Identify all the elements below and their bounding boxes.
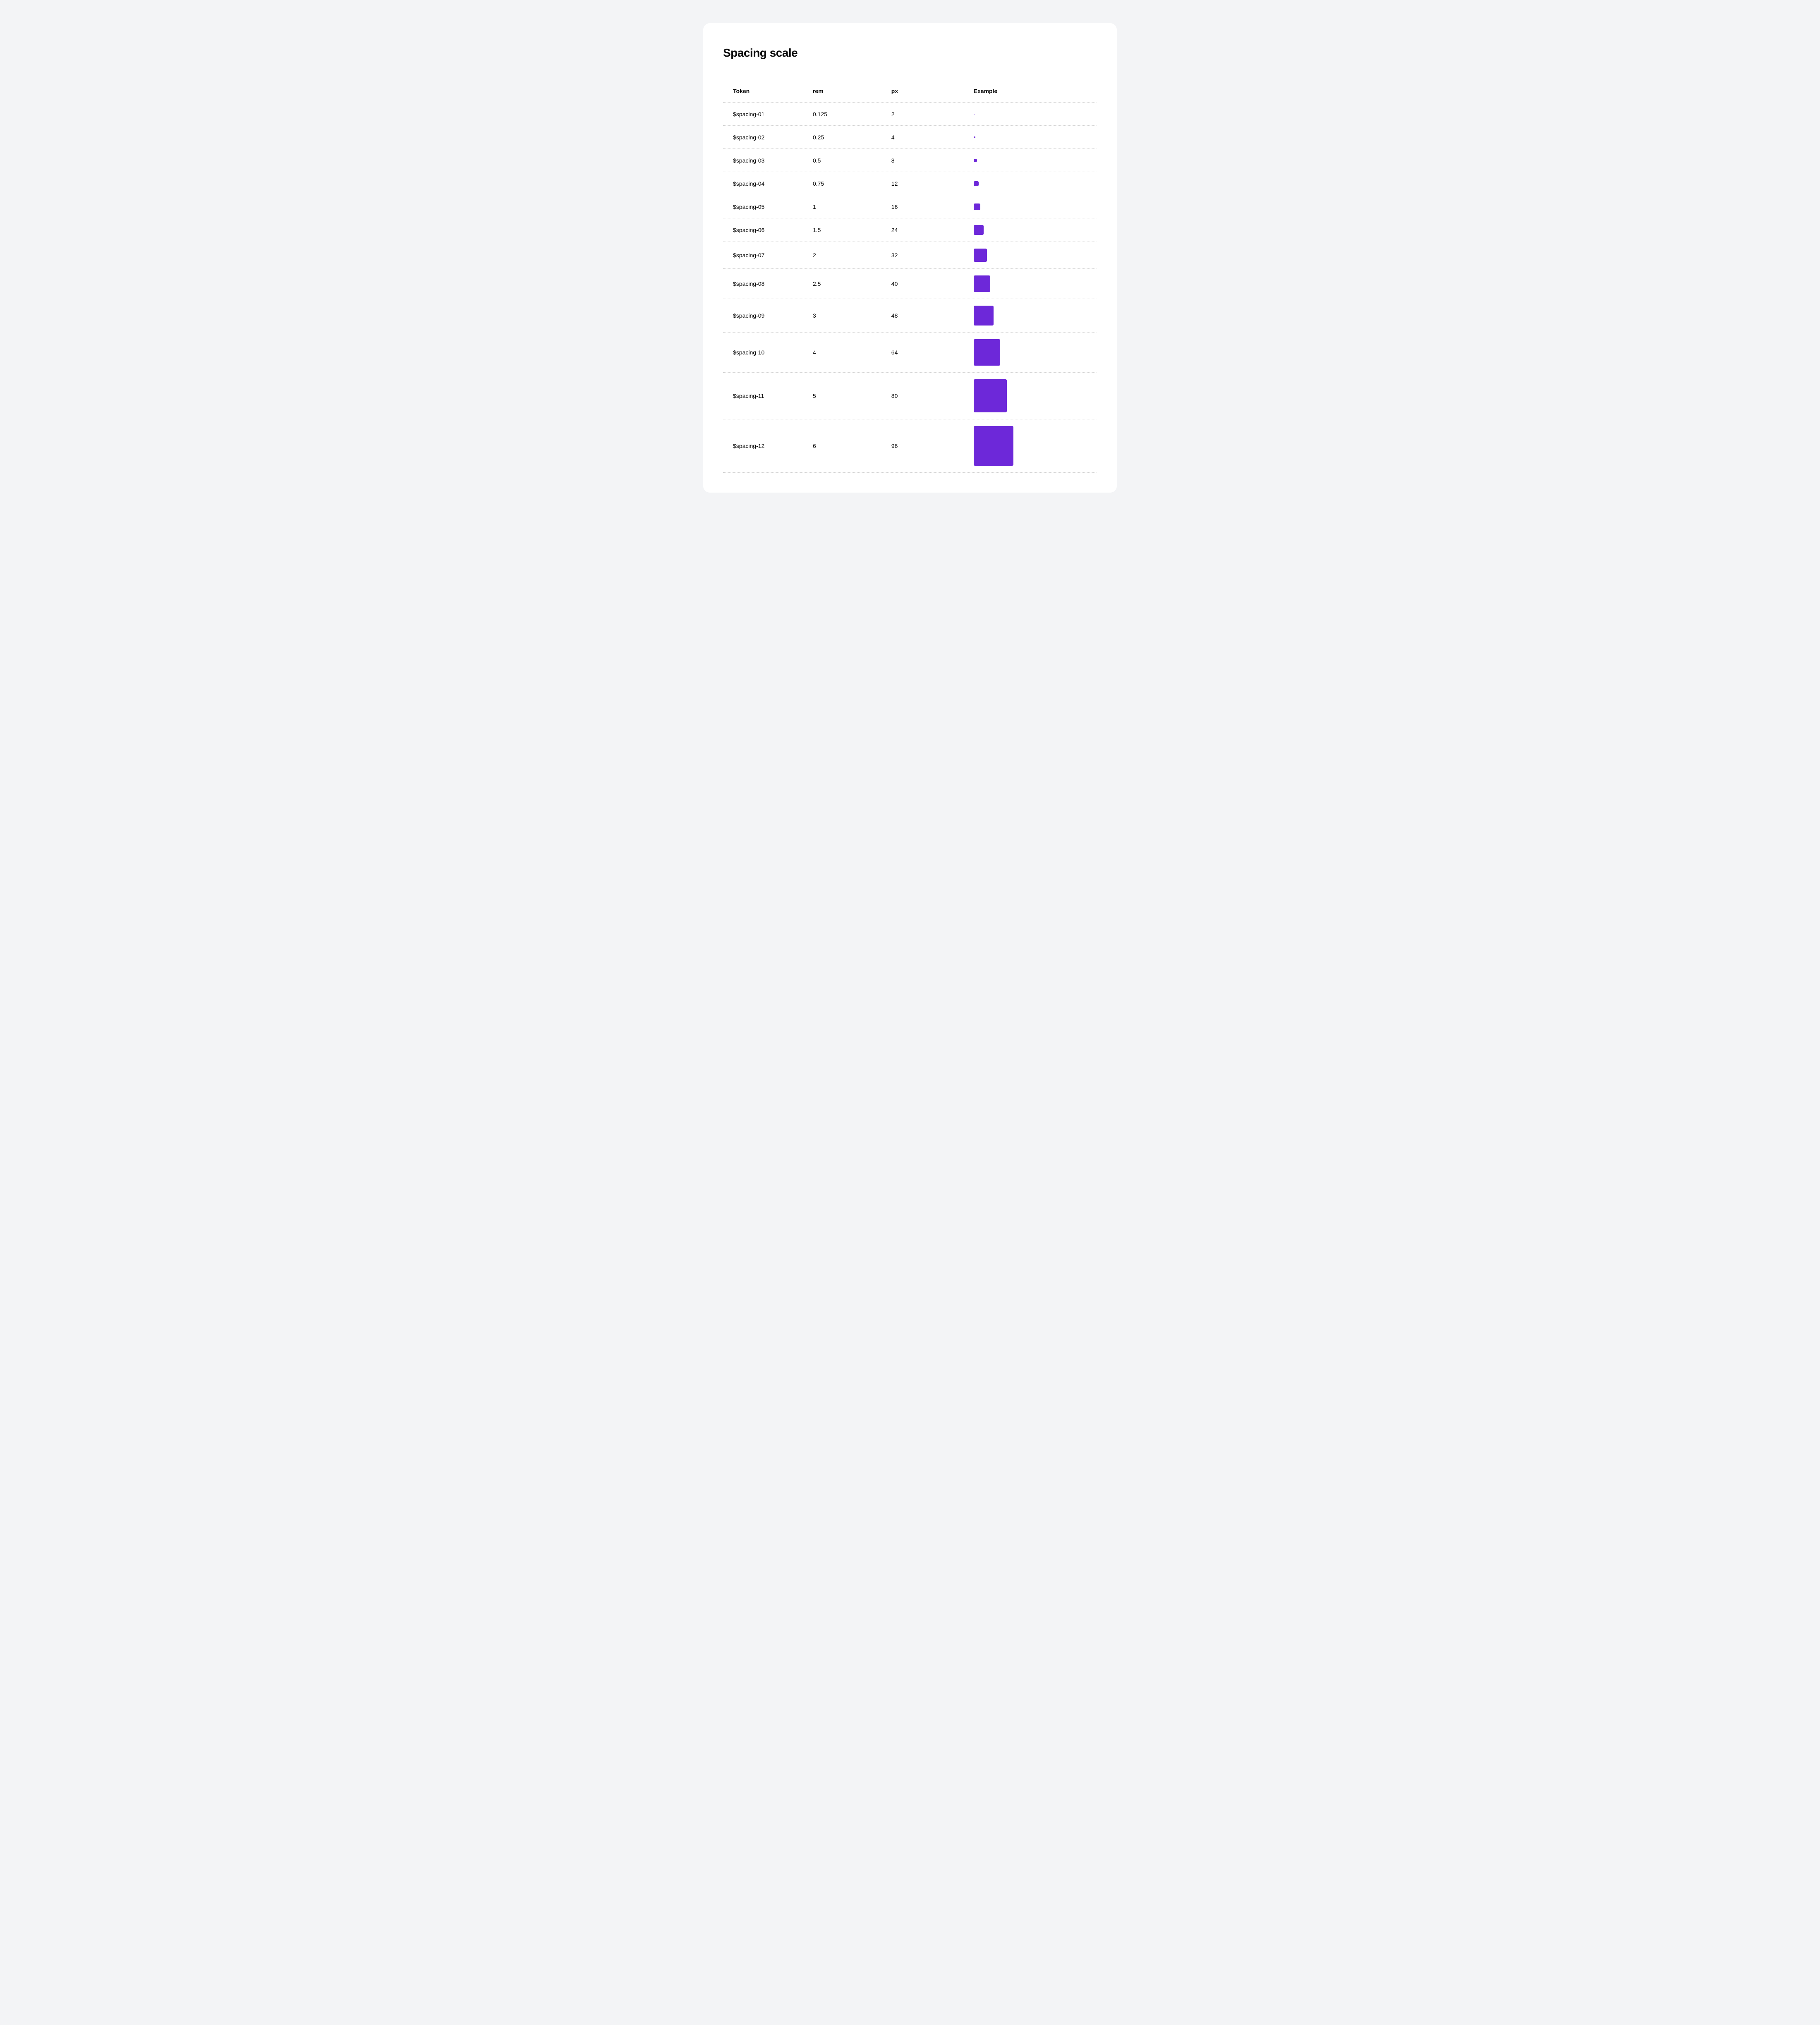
cell-rem: 0.5 — [813, 157, 891, 164]
spacing-swatch — [974, 306, 994, 326]
spacing-swatch — [974, 426, 1013, 466]
cell-px: 16 — [891, 203, 974, 210]
spacing-swatch — [974, 181, 979, 186]
cell-rem: 5 — [813, 393, 891, 399]
table-row: $spacing-09348 — [723, 299, 1097, 333]
table-row: $spacing-082.540 — [723, 269, 1097, 299]
cell-example — [974, 136, 1097, 138]
cell-token: $spacing-04 — [723, 180, 813, 187]
table-row: $spacing-11580 — [723, 373, 1097, 419]
table-row: $spacing-10464 — [723, 333, 1097, 373]
cell-example — [974, 159, 1097, 162]
table-row: $spacing-12696 — [723, 419, 1097, 473]
cell-token: $spacing-01 — [723, 111, 813, 117]
cell-example — [974, 379, 1097, 412]
page-title: Spacing scale — [723, 46, 1097, 60]
header-px: px — [891, 88, 974, 94]
cell-rem: 0.125 — [813, 111, 891, 117]
cell-px: 24 — [891, 227, 974, 233]
header-example: Example — [974, 88, 1097, 94]
cell-px: 32 — [891, 252, 974, 259]
cell-example — [974, 306, 1097, 326]
cell-px: 64 — [891, 349, 974, 356]
cell-token: $spacing-05 — [723, 203, 813, 210]
cell-example — [974, 225, 1097, 235]
cell-token: $spacing-03 — [723, 157, 813, 164]
spacing-swatch — [974, 136, 975, 138]
cell-example — [974, 339, 1097, 366]
spacing-swatch — [974, 379, 1007, 412]
cell-rem: 4 — [813, 349, 891, 356]
cell-rem: 2 — [813, 252, 891, 259]
table-header-row: Token rem px Example — [723, 79, 1097, 103]
header-token: Token — [723, 88, 813, 94]
spacing-swatch — [974, 225, 984, 235]
spacing-scale-card: Spacing scale Token rem px Example $spac… — [703, 23, 1117, 493]
table-row: $spacing-061.524 — [723, 218, 1097, 242]
table-row: $spacing-020.254 — [723, 126, 1097, 149]
table-row: $spacing-07232 — [723, 242, 1097, 269]
cell-rem: 1.5 — [813, 227, 891, 233]
cell-rem: 1 — [813, 203, 891, 210]
spacing-swatch — [974, 249, 987, 262]
cell-example — [974, 181, 1097, 186]
spacing-swatch — [974, 275, 990, 292]
cell-token: $spacing-09 — [723, 312, 813, 319]
cell-rem: 3 — [813, 312, 891, 319]
cell-px: 80 — [891, 393, 974, 399]
cell-rem: 0.25 — [813, 134, 891, 141]
cell-token: $spacing-02 — [723, 134, 813, 141]
cell-token: $spacing-07 — [723, 252, 813, 259]
spacing-table: Token rem px Example $spacing-010.1252$s… — [723, 79, 1097, 473]
cell-px: 8 — [891, 157, 974, 164]
table-row: $spacing-010.1252 — [723, 103, 1097, 126]
cell-token: $spacing-10 — [723, 349, 813, 356]
cell-token: $spacing-12 — [723, 443, 813, 449]
cell-token: $spacing-06 — [723, 227, 813, 233]
cell-example — [974, 114, 1097, 115]
table-row: $spacing-040.7512 — [723, 172, 1097, 195]
spacing-swatch — [974, 159, 977, 162]
spacing-swatch — [974, 203, 980, 210]
table-row: $spacing-05116 — [723, 195, 1097, 218]
cell-token: $spacing-11 — [723, 393, 813, 399]
cell-px: 96 — [891, 443, 974, 449]
header-rem: rem — [813, 88, 891, 94]
cell-rem: 0.75 — [813, 180, 891, 187]
spacing-swatch — [974, 339, 1000, 366]
cell-example — [974, 203, 1097, 210]
cell-example — [974, 249, 1097, 262]
cell-px: 12 — [891, 180, 974, 187]
cell-token: $spacing-08 — [723, 280, 813, 287]
cell-rem: 6 — [813, 443, 891, 449]
cell-rem: 2.5 — [813, 280, 891, 287]
cell-px: 40 — [891, 280, 974, 287]
cell-example — [974, 426, 1097, 466]
cell-px: 4 — [891, 134, 974, 141]
table-row: $spacing-030.58 — [723, 149, 1097, 172]
cell-example — [974, 275, 1097, 292]
cell-px: 2 — [891, 111, 974, 117]
cell-px: 48 — [891, 312, 974, 319]
spacing-swatch — [974, 114, 975, 115]
